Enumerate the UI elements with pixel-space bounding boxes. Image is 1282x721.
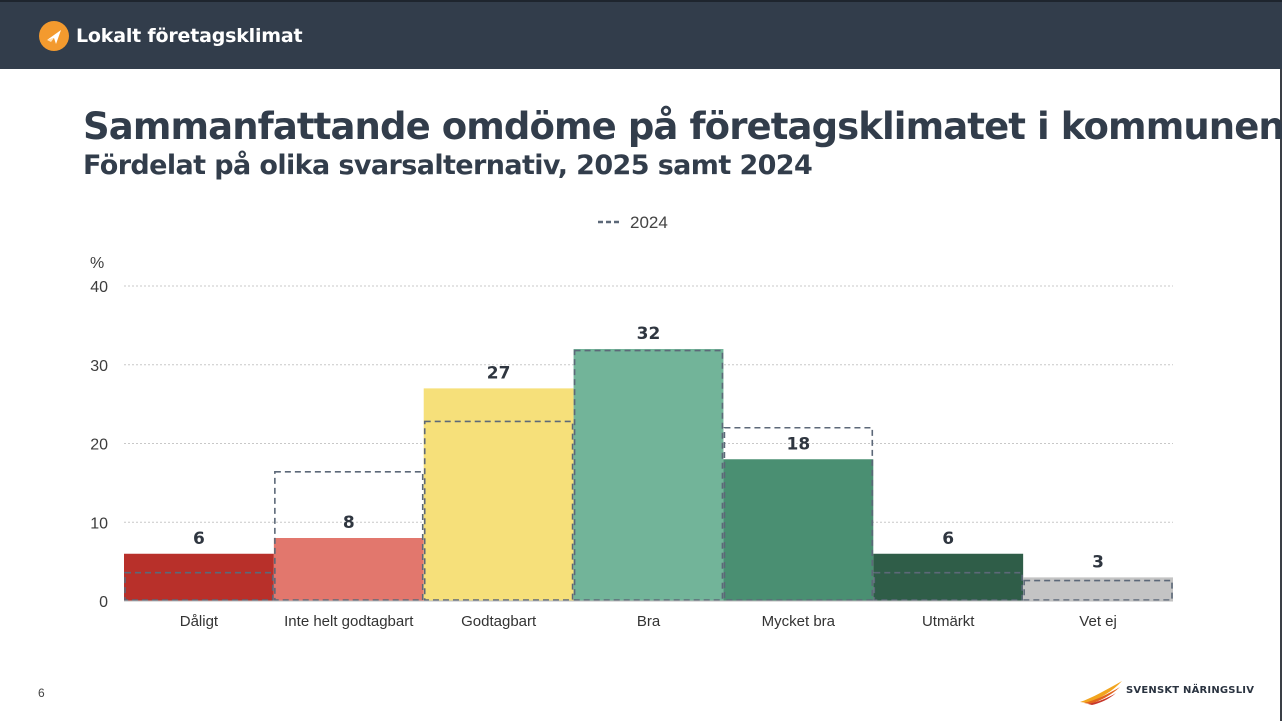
- category-label-3: Bra: [637, 613, 661, 630]
- category-label-5: Utmärkt: [922, 613, 975, 630]
- slide-subtitle: Fördelat på olika svarsalternativ, 2025 …: [83, 150, 813, 181]
- bar-5: [873, 553, 1024, 601]
- category-label-1: Inte helt godtagbart: [284, 613, 414, 630]
- outline-2024-5: [873, 571, 1023, 601]
- y-tick-label: 0: [99, 594, 108, 611]
- data-label-4: 18: [787, 434, 811, 454]
- y-tick-label: 10: [90, 515, 108, 532]
- footer-logo: SVENSKT NÄRINGSLIV: [1078, 678, 1254, 706]
- data-label-6: 3: [1092, 552, 1104, 572]
- outline-2024-4: [723, 426, 874, 601]
- y-tick-label: 40: [90, 279, 108, 296]
- y-tick-label: 30: [90, 358, 108, 375]
- footer-logo-text: SVENSKT NÄRINGSLIV: [1126, 685, 1255, 696]
- bar-1: [273, 538, 424, 601]
- legend-label-2024: 2024: [630, 213, 668, 232]
- paper-plane-icon: [39, 21, 69, 51]
- outline-2024-0: [124, 571, 274, 601]
- brand-name: Lokalt företagsklimat: [76, 25, 303, 47]
- outline-2024-6: [1023, 579, 1173, 601]
- header-bar: Lokalt företagsklimat: [0, 0, 1282, 69]
- category-label-6: Vet ej: [1079, 613, 1117, 630]
- data-label-3: 32: [637, 324, 661, 344]
- page-number: 6: [38, 686, 45, 700]
- slide-title: Sammanfattande omdöme på företagsklimate…: [83, 105, 1282, 148]
- data-label-5: 6: [942, 529, 954, 549]
- category-label-4: Mycket bra: [762, 613, 836, 630]
- outline-2024-2: [423, 420, 574, 601]
- wing-icon: [1080, 681, 1122, 705]
- data-label-0: 6: [193, 529, 205, 549]
- bar-6: [1023, 577, 1173, 601]
- y-axis-unit: %: [90, 255, 104, 272]
- y-tick-label: 20: [90, 437, 108, 454]
- data-label-1: 8: [343, 513, 355, 533]
- category-label-2: Godtagbart: [461, 613, 537, 630]
- bar-2: [423, 388, 574, 601]
- outline-2024-3: [573, 349, 724, 601]
- outline-2024-1: [274, 471, 424, 601]
- bar-chart: % 0 10 20 30 40 2024 6 8 27 32 18 6 3 Dåligt Inte helt …: [90, 213, 1173, 630]
- bar-4: [723, 459, 874, 601]
- slide-edge: [1280, 69, 1282, 721]
- data-label-2: 27: [487, 363, 511, 383]
- category-label-0: Dåligt: [180, 613, 219, 630]
- bar-0: [124, 553, 274, 601]
- bar-3: [573, 349, 724, 601]
